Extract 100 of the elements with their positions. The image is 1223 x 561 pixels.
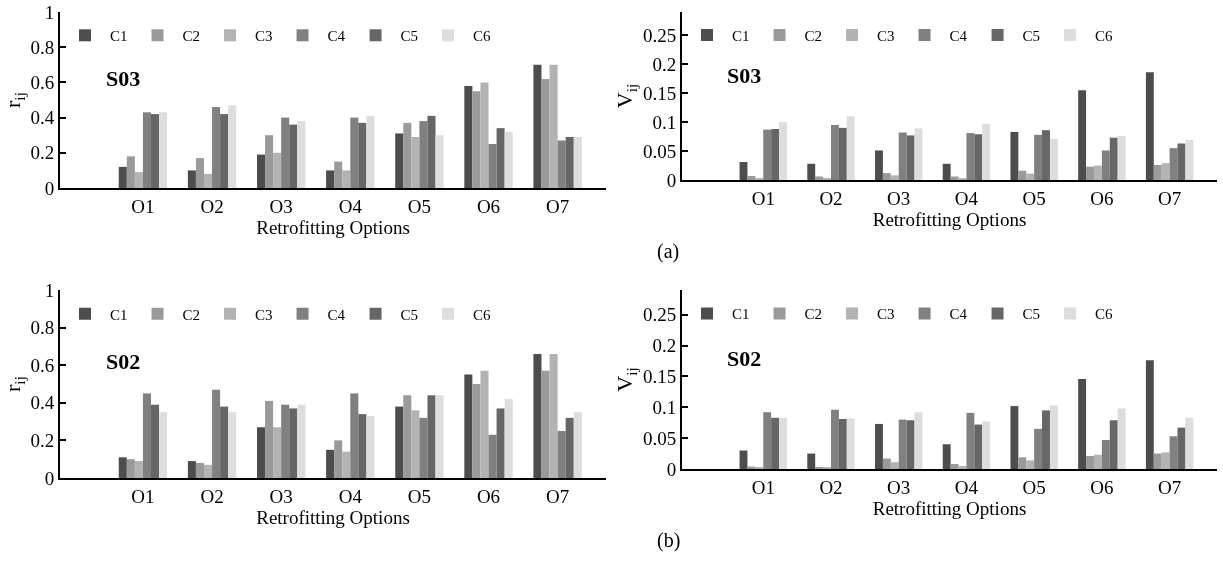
bar bbox=[1010, 131, 1019, 180]
bar bbox=[1034, 134, 1043, 180]
bar bbox=[942, 444, 951, 469]
legend-label: C4 bbox=[949, 306, 968, 323]
x-tick-label: O3 bbox=[269, 195, 293, 217]
bar bbox=[1153, 453, 1162, 469]
bar bbox=[1086, 166, 1094, 180]
legend-label: C1 bbox=[732, 306, 750, 323]
bar bbox=[342, 170, 351, 188]
bar bbox=[1018, 457, 1027, 469]
y-tick-label: 0.2 bbox=[30, 142, 55, 164]
bar bbox=[419, 121, 428, 188]
legend-label: C5 bbox=[1022, 27, 1041, 44]
bar bbox=[297, 121, 306, 188]
legend-label: C4 bbox=[949, 27, 968, 44]
bar bbox=[142, 112, 151, 188]
bar bbox=[1078, 378, 1087, 469]
bar bbox=[974, 134, 983, 180]
x-tick-label: O2 bbox=[819, 187, 843, 209]
x-axis-title: Retrofitting Options bbox=[872, 208, 1027, 230]
bar bbox=[982, 421, 991, 469]
bar bbox=[549, 64, 558, 188]
legend-label: C3 bbox=[877, 306, 895, 323]
bar bbox=[358, 122, 367, 188]
bar bbox=[906, 420, 915, 469]
legend-label: C2 bbox=[804, 27, 823, 44]
x-tick-label: O7 bbox=[1157, 476, 1182, 498]
x-tick-label: O5 bbox=[407, 485, 432, 507]
bar bbox=[830, 409, 839, 469]
bar bbox=[195, 462, 204, 478]
bar bbox=[1042, 130, 1050, 180]
x-tick-label: O3 bbox=[887, 187, 911, 209]
bar bbox=[472, 384, 481, 478]
bar bbox=[195, 158, 204, 188]
bar bbox=[273, 427, 282, 478]
legend-label: C1 bbox=[732, 27, 750, 44]
bar bbox=[1145, 360, 1154, 469]
bar bbox=[966, 133, 975, 180]
legend-label: C5 bbox=[400, 306, 419, 323]
y-tick-label: 0.2 bbox=[652, 335, 677, 357]
x-axis-title: Retrofitting Options bbox=[256, 506, 410, 528]
y-tick-label: 0.1 bbox=[652, 111, 677, 133]
y-tick-label: 0.8 bbox=[30, 317, 55, 339]
bar bbox=[504, 131, 513, 188]
bar bbox=[1109, 420, 1118, 469]
bar bbox=[1018, 170, 1027, 180]
x-tick-label: O6 bbox=[1090, 476, 1114, 498]
x-tick-label: O4 bbox=[954, 187, 979, 209]
x-tick-label: O6 bbox=[1090, 187, 1114, 209]
bar bbox=[366, 415, 375, 478]
bar bbox=[220, 114, 229, 188]
annotation: S02 bbox=[106, 349, 141, 374]
bar bbox=[289, 124, 298, 188]
bar bbox=[256, 154, 266, 188]
x-tick-label: O1 bbox=[131, 195, 155, 217]
bar bbox=[898, 419, 907, 469]
bar bbox=[265, 400, 274, 478]
bar bbox=[488, 434, 497, 478]
x-tick-label: O6 bbox=[476, 195, 501, 217]
bar bbox=[565, 417, 574, 478]
bar bbox=[126, 156, 135, 188]
bar bbox=[281, 117, 290, 188]
bar bbox=[1093, 165, 1102, 180]
bar bbox=[220, 406, 229, 478]
bar bbox=[488, 144, 497, 188]
bar bbox=[212, 389, 221, 478]
y-tick-label: 0.1 bbox=[652, 396, 677, 418]
bar bbox=[118, 457, 127, 478]
legend-label: C4 bbox=[327, 306, 346, 323]
bar bbox=[350, 393, 359, 478]
x-tick-label: O2 bbox=[200, 485, 224, 507]
x-tick-label: O1 bbox=[751, 476, 775, 498]
text: (a) bbox=[657, 240, 680, 263]
y-tick-label: 0.6 bbox=[30, 354, 55, 376]
bar bbox=[496, 408, 505, 478]
bar bbox=[472, 91, 481, 188]
y-tick-label: 0.25 bbox=[642, 24, 677, 46]
bar bbox=[875, 150, 883, 180]
bar bbox=[151, 114, 160, 188]
bar bbox=[557, 140, 566, 188]
bar bbox=[419, 417, 428, 478]
x-axis-title: Retrofitting Options bbox=[256, 216, 410, 238]
bar bbox=[435, 395, 444, 478]
bar bbox=[151, 404, 160, 478]
bar bbox=[942, 163, 951, 180]
y-tick-label: 0 bbox=[666, 169, 677, 191]
bar bbox=[1185, 417, 1194, 469]
bar bbox=[890, 462, 899, 469]
bar bbox=[411, 410, 420, 478]
bar bbox=[771, 129, 780, 180]
bar bbox=[435, 135, 444, 188]
y-tick-label: 0.4 bbox=[30, 107, 55, 129]
bar bbox=[1161, 163, 1170, 180]
x-tick-label: O6 bbox=[476, 485, 501, 507]
bar bbox=[1078, 90, 1087, 180]
annotation: S03 bbox=[727, 63, 762, 88]
bar bbox=[557, 431, 566, 478]
x-tick-label: O1 bbox=[751, 187, 775, 209]
bar bbox=[134, 172, 143, 188]
legend-label: C6 bbox=[1095, 306, 1114, 323]
